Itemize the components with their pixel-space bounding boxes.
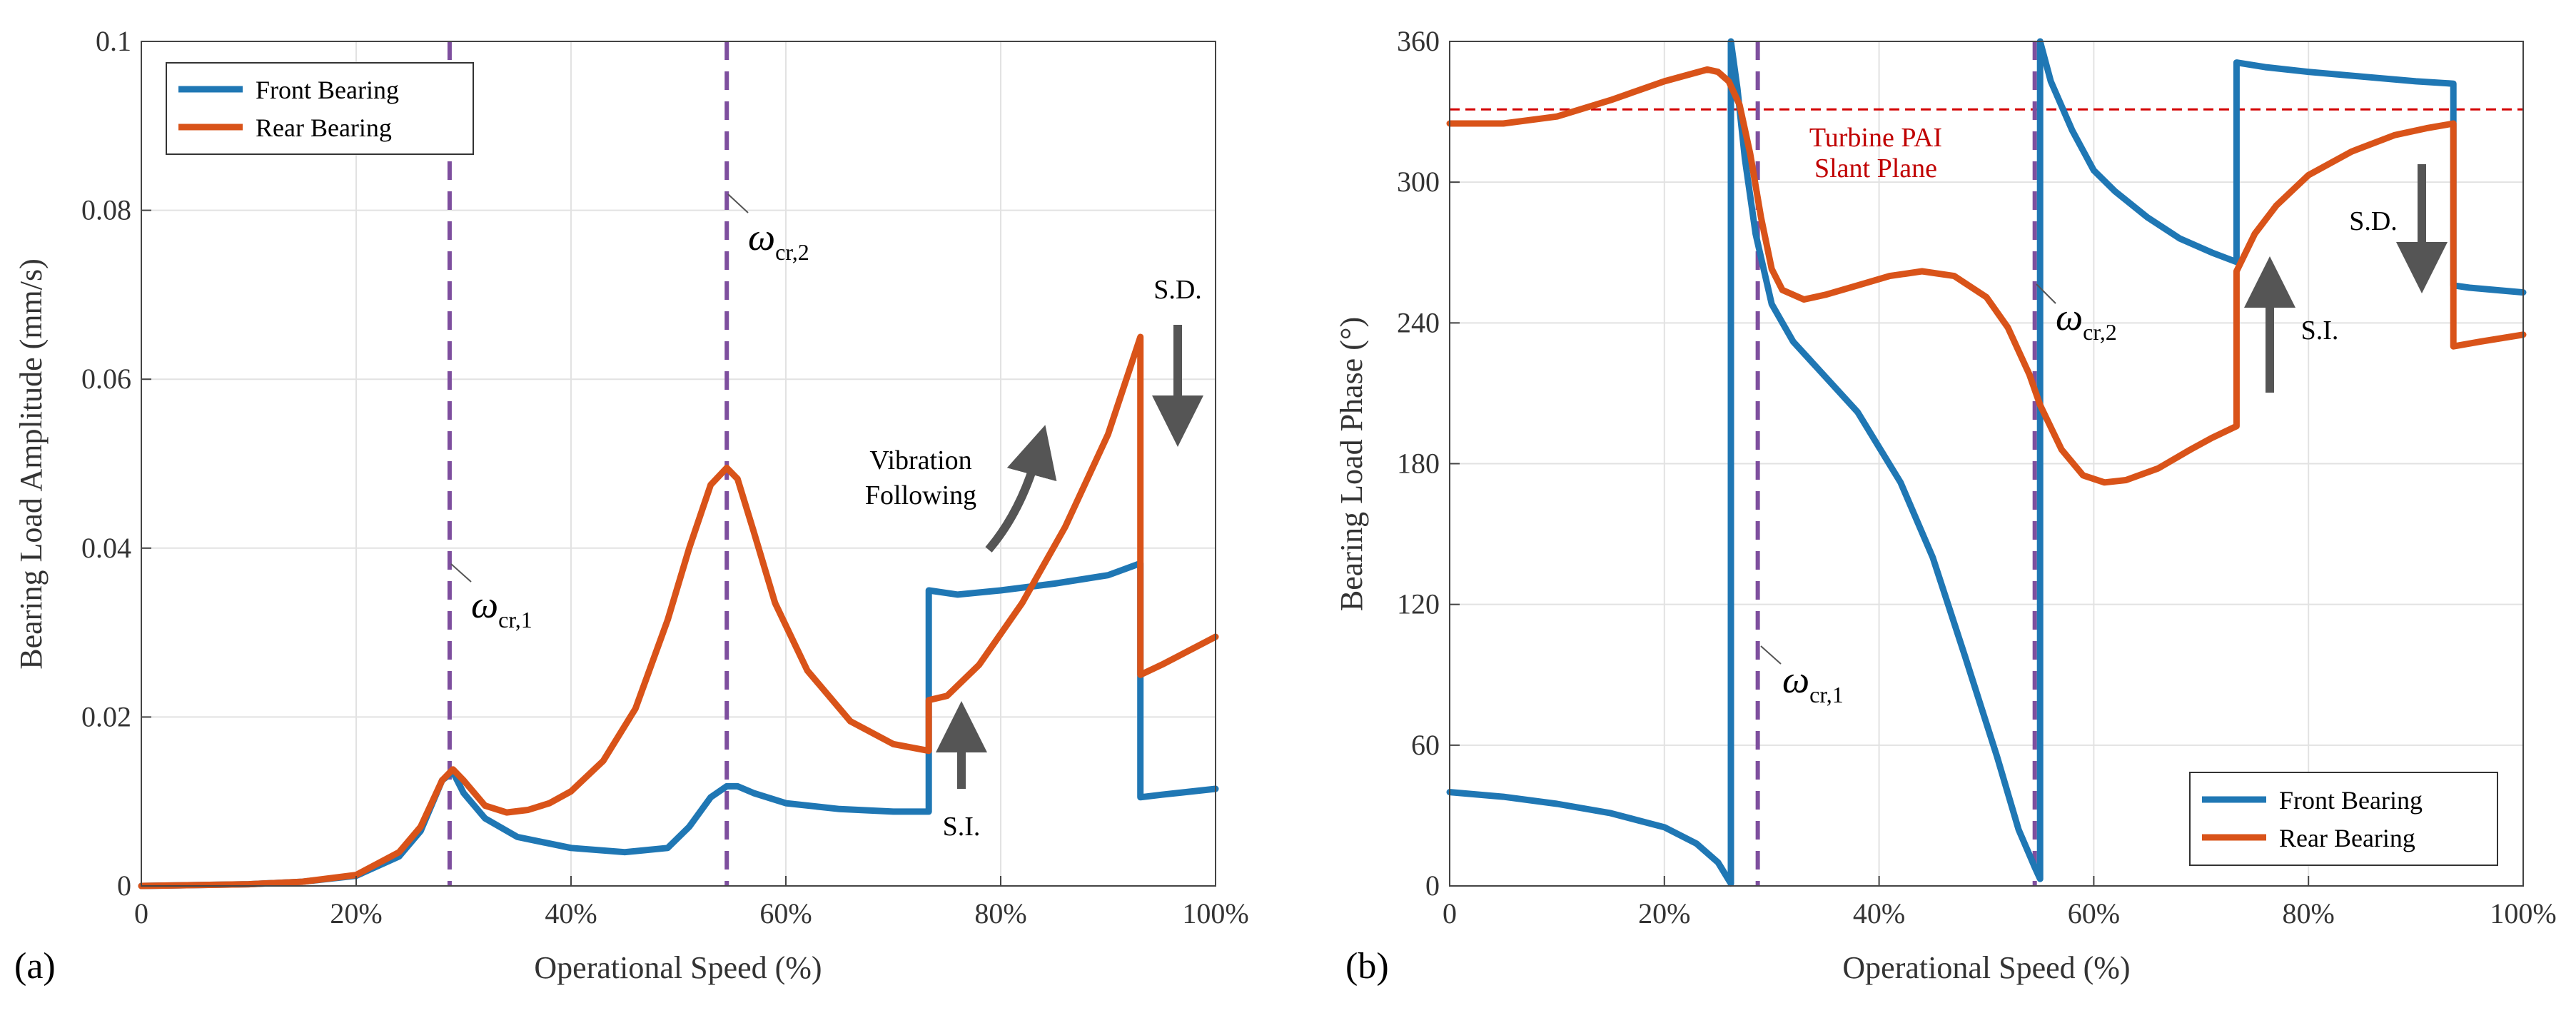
chart-panel-a: 0 20% 40% 60% 80% 100% 0 0.02 0.04 0.06 0.08 0.1 O… bbox=[14, 25, 1249, 987]
vibration-following-label-line2: Following bbox=[865, 480, 976, 510]
x-tick-label-a-3: 60% bbox=[759, 897, 812, 929]
y-tick-label-a-0: 0 bbox=[117, 870, 131, 902]
omega-leader-cr2-b bbox=[2036, 283, 2056, 304]
x-ticks-b: 0 20% 40% 60% 80% 100% bbox=[1443, 876, 2557, 929]
slant-plane-label-line1: Turbine PAI bbox=[1809, 123, 1942, 153]
y-tick-label-a-3: 0.06 bbox=[81, 363, 131, 395]
omega-label-cr1-b: ωcr,1 bbox=[1782, 658, 1844, 707]
omega-subscript-cr2-a: cr,2 bbox=[775, 239, 809, 265]
y-ticks-a: 0 0.02 0.04 0.06 0.08 0.1 bbox=[81, 25, 151, 902]
critical-lines-a bbox=[447, 41, 729, 886]
x-tick-label-b-4: 80% bbox=[2283, 897, 2335, 929]
series-a bbox=[138, 333, 1219, 889]
x-tick-label-a-4: 80% bbox=[974, 897, 1026, 929]
x-axis-label-b: Operational Speed (%) bbox=[1842, 950, 2130, 985]
y-tick-label-a-5: 0.1 bbox=[96, 25, 131, 57]
vibration-following-label-line1: Vibration bbox=[869, 445, 971, 475]
legend-label-front-b: Front Bearing bbox=[2279, 786, 2423, 815]
omega-label-cr2-b: ωcr,2 bbox=[2056, 296, 2117, 345]
legend-a: Front Bearing Rear Bearing bbox=[166, 62, 474, 155]
omega-leader-cr1-b bbox=[1760, 645, 1782, 665]
legend-box-b bbox=[2189, 772, 2498, 866]
y-axis-label-a: Bearing Load Amplitude (mm/s) bbox=[14, 258, 49, 670]
y-tick-label-b-6: 360 bbox=[1397, 25, 1440, 57]
omega-leader-cr1-a bbox=[450, 563, 472, 583]
y-ticks-b: 0 60 120 180 240 300 360 bbox=[1397, 25, 1460, 902]
y-tick-label-b-5: 300 bbox=[1397, 166, 1440, 198]
y-tick-label-b-2: 120 bbox=[1397, 588, 1440, 620]
legend-label-front-a: Front Bearing bbox=[256, 76, 399, 104]
x-tick-label-a-2: 40% bbox=[545, 897, 597, 929]
y-tick-label-b-3: 180 bbox=[1397, 448, 1440, 480]
axes-frame-a bbox=[141, 41, 1216, 887]
omega-label-cr2-a: ωcr,2 bbox=[748, 216, 809, 265]
plot-area-a bbox=[141, 41, 1216, 886]
panel-label-a: (a) bbox=[14, 946, 56, 987]
y-tick-label-b-1: 60 bbox=[1411, 729, 1440, 761]
legend-box-a bbox=[166, 62, 474, 155]
x-axis-label-a: Operational Speed (%) bbox=[534, 950, 822, 985]
x-tick-label-a-5: 100% bbox=[1182, 897, 1248, 929]
series-line-front-b bbox=[1446, 38, 2527, 887]
series-b bbox=[1446, 38, 2527, 887]
omega-symbol-cr2-b: ω bbox=[2056, 296, 2083, 338]
x-ticks-a: 0 20% 40% 60% 80% 100% bbox=[134, 876, 1249, 929]
omega-symbol-cr2-a: ω bbox=[748, 216, 775, 258]
omega-leader-cr2-a bbox=[727, 193, 749, 213]
y-tick-label-a-1: 0.02 bbox=[81, 700, 131, 732]
sd-label-a: S.D. bbox=[1153, 275, 1202, 305]
omega-symbol-cr1-b: ω bbox=[1782, 658, 1809, 701]
si-label-a: S.I. bbox=[943, 812, 981, 842]
x-tick-label-b-1: 20% bbox=[1638, 897, 1690, 929]
y-tick-label-a-4: 0.08 bbox=[81, 194, 131, 226]
y-tick-label-a-2: 0.04 bbox=[81, 532, 131, 564]
sd-label-b: S.D. bbox=[2349, 206, 2398, 236]
omega-subscript-cr2-b: cr,2 bbox=[2083, 319, 2117, 345]
x-tick-label-b-2: 40% bbox=[1853, 897, 1905, 929]
y-axis-label-b: Bearing Load Phase (°) bbox=[1334, 317, 1369, 611]
omega-subscript-cr1-b: cr,1 bbox=[1809, 682, 1844, 707]
omega-label-cr1-a: ωcr,1 bbox=[471, 583, 532, 633]
legend-b: Front Bearing Rear Bearing bbox=[2189, 772, 2498, 866]
y-tick-label-b-0: 0 bbox=[1425, 870, 1440, 902]
critical-lines-b bbox=[1755, 41, 2037, 886]
chart-panel-b: 0 20% 40% 60% 80% 100% 0 60 120 180 240 300 360 Ope… bbox=[1334, 25, 2557, 987]
omega-subscript-cr1-a: cr,1 bbox=[498, 607, 532, 633]
panel-label-b: (b) bbox=[1345, 946, 1389, 987]
x-tick-label-b-3: 60% bbox=[2068, 897, 2120, 929]
slant-plane-label-line2: Slant Plane bbox=[1814, 153, 1937, 183]
si-label-b: S.I. bbox=[2301, 316, 2339, 346]
x-tick-label-a-0: 0 bbox=[134, 897, 148, 929]
series-line-rear-b bbox=[1446, 66, 2527, 486]
x-tick-label-a-1: 20% bbox=[330, 897, 382, 929]
x-tick-label-b-0: 0 bbox=[1443, 897, 1457, 929]
x-tick-label-b-5: 100% bbox=[2490, 897, 2556, 929]
legend-label-rear-a: Rear Bearing bbox=[256, 114, 392, 142]
legend-label-rear-b: Rear Bearing bbox=[2279, 824, 2415, 852]
y-tick-label-b-4: 240 bbox=[1397, 306, 1440, 338]
vibration-following-arrow bbox=[985, 425, 1057, 553]
omega-symbol-cr1-a: ω bbox=[471, 583, 498, 626]
series-line-rear-a bbox=[138, 333, 1219, 889]
